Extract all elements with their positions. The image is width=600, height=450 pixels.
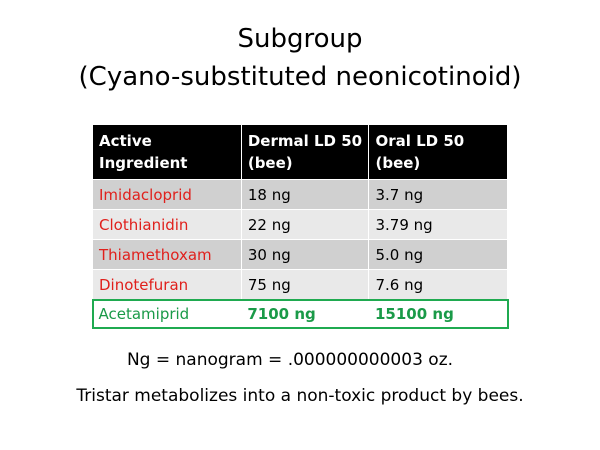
ld50-cell: 7100 ng [241,299,369,328]
ld50-cell: 3.7 ng [368,179,508,210]
table-row: Clothianidin 22 ng 3.79 ng [92,209,508,240]
header-cell: Dermal LD 50 (bee) [240,124,370,180]
header-cell: Active Ingredient [92,124,242,180]
ingredient-cell: Acetamiprid [92,299,242,328]
ld50-cell: 22 ng [240,209,370,240]
header-text: (bee) [375,154,421,172]
header-text: Oral LD 50 [375,132,465,150]
table-row: Imidacloprid 18 ng 3.7 ng [92,179,508,210]
ld50-cell: 30 ng [240,239,370,270]
table-row: Thiamethoxam 30 ng 5.0 ng [92,239,508,270]
table-body: Imidacloprid 18 ng 3.7 ng Clothianidin 22 ng… [91,179,509,329]
table-row: Acetamiprid 7100 ng 15100 ng [91,298,509,329]
header-cell: Oral LD 50 (bee) [368,124,508,180]
header-text: (bee) [247,154,293,172]
ld50-table: Active Ingredient Dermal LD 50 (bee) Oral LD… [91,124,509,329]
ld50-cell: 75 ng [240,269,370,300]
ld50-cell: 5.0 ng [368,239,508,270]
note: Ng = nanogram = .000000000003 oz. [126,350,454,370]
ld50-cell: 7.6 ng [368,269,508,300]
table-row: Dinotefuran 75 ng 7.6 ng [92,269,508,300]
header-text: Dermal LD 50 [247,132,363,150]
header-text: Active [99,132,152,150]
header-text: Ingredient [99,154,188,172]
ingredient-cell: Thiamethoxam [92,239,242,270]
note: Tristar metabolizes into a non-toxic pro… [76,386,524,406]
ingredient-cell: Imidacloprid [92,179,242,210]
header-row: Active Ingredient Dermal LD 50 (bee) Oral LD… [92,124,508,180]
title-line: (Cyano-substituted neonicotinoid) [78,62,522,92]
ld50-cell: 3.79 ng [368,209,508,240]
ingredient-cell: Clothianidin [92,209,242,240]
title-line: Subgroup [237,24,363,54]
ld50-cell: 18 ng [240,179,370,210]
ingredient-cell: Dinotefuran [92,269,242,300]
ld50-cell: 15100 ng [368,299,508,328]
